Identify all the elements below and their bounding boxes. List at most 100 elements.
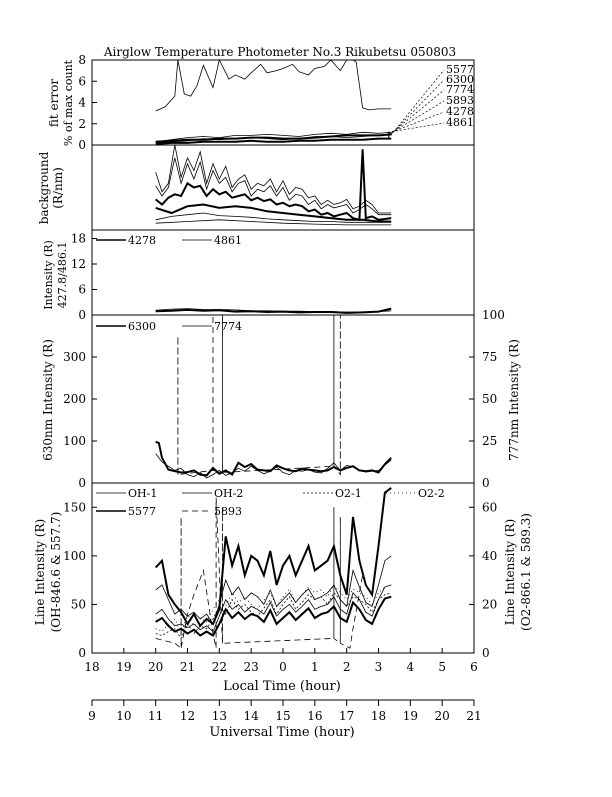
- line-series-5: [155, 584, 392, 635]
- red-r-ytick-label-3: 75: [482, 350, 497, 364]
- line-a-legend-label-0: OH-1: [128, 487, 157, 500]
- red-series-0: [155, 440, 392, 477]
- red-r-ytick-label-2: 50: [482, 392, 497, 406]
- line-series-6: [155, 497, 363, 649]
- line-ytick-label-2: 100: [63, 549, 86, 563]
- ut-tick-label-6: 15: [275, 709, 290, 723]
- background-ylabel-1: background: [37, 151, 51, 224]
- ut-tick-label-7: 16: [307, 709, 322, 723]
- lt-tick-label-0: 18: [84, 660, 99, 674]
- line-a-legend-label-1: OH-2: [214, 487, 243, 500]
- line-a-legend-label-3: O2-2: [418, 487, 445, 500]
- fit-ytick-label-3: 6: [78, 74, 86, 88]
- lt-tick-label-9: 3: [375, 660, 383, 674]
- fit-label-4: 4278: [446, 105, 474, 118]
- line-ylabel-left-2: (OH-846.6 & 557.7): [49, 512, 63, 633]
- line-series-1: [155, 555, 392, 625]
- int-ytick-label-2: 12: [71, 257, 86, 271]
- line-r-ytick-label-3: 60: [482, 500, 497, 514]
- chart-title: Airglow Temperature Photometer No.3 Riku…: [103, 45, 456, 59]
- line-a-legend-label-2: O2-1: [335, 487, 362, 500]
- lt-tick-label-5: 23: [244, 660, 259, 674]
- fit-series-0: [155, 58, 392, 112]
- line-b-legend-label-0: 5577: [128, 505, 156, 518]
- fit-error-panel: [91, 59, 475, 146]
- red-legend-label-1: 7774: [214, 320, 242, 333]
- fit-leader-4: [387, 111, 445, 134]
- line-r-ytick-label-2: 40: [482, 549, 497, 563]
- line-ytick-label-3: 150: [63, 500, 86, 514]
- fit-ytick-label-1: 2: [78, 117, 86, 131]
- red-line-intensity-panel: [91, 314, 475, 484]
- universal-time-xlabel: Universal Time (hour): [209, 725, 354, 740]
- line-series-0: [154, 487, 392, 628]
- fit-error-ylabel-1: fit error: [47, 79, 61, 127]
- lt-tick-label-11: 5: [438, 660, 446, 674]
- lt-tick-label-10: 4: [407, 660, 415, 674]
- chart-marks: 1819202122230123456111213141516179101112…: [63, 53, 505, 723]
- local-time-xlabel: Local Time (hour): [223, 679, 341, 694]
- fit-leader-5: [387, 122, 445, 133]
- lt-tick-label-4: 22: [212, 660, 227, 674]
- bg-series-2: [155, 149, 392, 222]
- fit-ytick-label-4: 8: [78, 53, 86, 67]
- ut-tick-label-5: 14: [244, 709, 260, 723]
- lt-tick-label-8: 2: [343, 660, 351, 674]
- fit-leader-3: [387, 100, 445, 136]
- lt-tick-label-6: 0: [279, 660, 287, 674]
- red-legend-label-0: 6300: [128, 320, 156, 333]
- line-ylabel-left-1: Line Intensity (R): [33, 519, 47, 625]
- lt-tick-label-12: 6: [470, 660, 478, 674]
- bg-series-5: [155, 219, 392, 226]
- ut-tick-label-0: 9: [88, 709, 96, 723]
- fit-series-4: [155, 137, 392, 145]
- fit-leader-1: [387, 79, 445, 138]
- line-ylabel-right-2: (O2-866.1 & 589.3): [519, 513, 533, 631]
- bg-series-0: [155, 144, 392, 214]
- red-r-ytick-label-1: 25: [482, 434, 497, 448]
- int-series-0: [155, 307, 392, 314]
- lt-tick-label-3: 21: [180, 660, 195, 674]
- red-r-ytick-label-4: 100: [482, 308, 505, 322]
- ut-tick-label-11: 20: [435, 709, 450, 723]
- line-series-2: [155, 584, 392, 633]
- ut-tick-label-12: 21: [466, 709, 481, 723]
- int-legend-label-0: 4278: [128, 234, 156, 247]
- ut-tick-label-9: 18: [371, 709, 386, 723]
- ut-tick-label-10: 19: [403, 709, 418, 723]
- fit-label-3: 5893: [446, 94, 474, 107]
- red-r-ytick-label-0: 0: [482, 476, 490, 490]
- red-ytick-label-2: 200: [63, 392, 86, 406]
- ut-tick-label-1: 10: [116, 709, 131, 723]
- line-r-ytick-label-1: 20: [482, 597, 497, 611]
- red-series-1: [155, 453, 392, 479]
- red-ylabel-left: 630nm Intensity (R): [41, 339, 55, 461]
- int-legend-label-1: 4861: [214, 234, 242, 247]
- fit-leader-0: [387, 69, 445, 139]
- fit-ytick-label-2: 4: [78, 96, 86, 110]
- ut-tick-label-2: 11: [148, 709, 163, 723]
- red-ytick-label-0: 0: [78, 476, 86, 490]
- bg-series-1: [155, 157, 392, 216]
- red-ylabel-right: 777nm Intensity (R): [507, 339, 521, 461]
- intensity-ylabel-1: Intensity (R): [42, 240, 55, 310]
- fit-label-1: 6300: [446, 73, 474, 86]
- line-series-4: [155, 592, 392, 640]
- line-series-3: [155, 595, 392, 637]
- bg-series-4: [155, 212, 392, 223]
- ut-tick-label-8: 17: [339, 709, 354, 723]
- fit-label-5: 4861: [446, 116, 474, 129]
- background-ylabel-2: (R/nm): [51, 167, 65, 209]
- fit-ytick-label-0: 0: [78, 138, 86, 152]
- line-r-ytick-label-0: 0: [482, 646, 490, 660]
- fit-series-2: [155, 134, 392, 144]
- ut-tick-label-3: 12: [180, 709, 195, 723]
- lt-tick-label-7: 1: [311, 660, 319, 674]
- intensity-ylabel-2: 427.8/486.1: [56, 242, 69, 309]
- fit-series-3: [155, 131, 392, 143]
- int-ytick-label-1: 6: [78, 283, 86, 297]
- line-ytick-label-1: 50: [71, 597, 86, 611]
- line-ytick-label-0: 0: [78, 646, 86, 660]
- int-ytick-label-0: 0: [78, 308, 86, 322]
- fit-error-ylabel-2: % of max count: [62, 59, 75, 146]
